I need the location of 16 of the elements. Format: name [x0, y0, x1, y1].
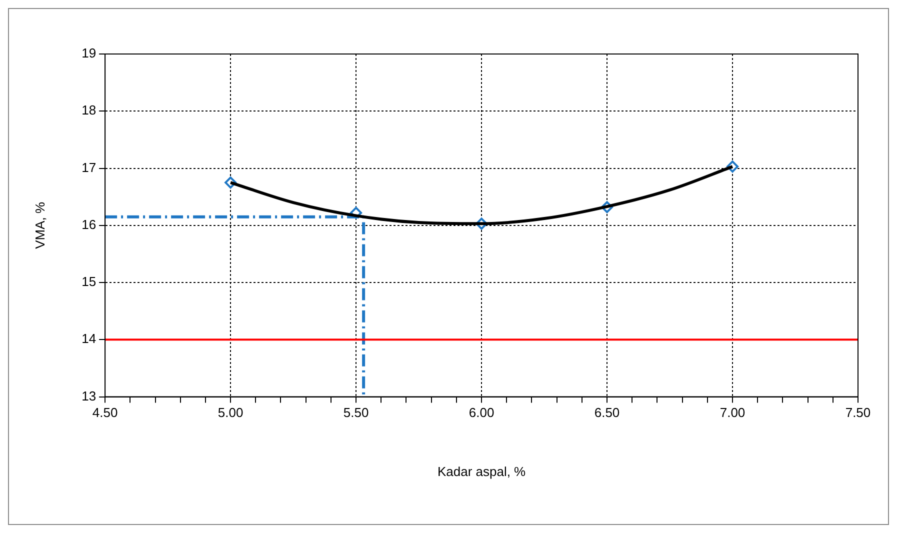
y-tick-label: 19	[82, 46, 96, 61]
x-axis-title: Kadar aspal, %	[437, 464, 526, 479]
x-tick-label: 4.50	[92, 405, 118, 420]
x-tick-label: 7.50	[845, 405, 871, 420]
y-tick-label: 18	[82, 102, 96, 118]
x-tick-label: 5.50	[343, 405, 369, 420]
x-tick-label: 7.00	[720, 405, 746, 420]
y-tick-label: 14	[82, 331, 96, 346]
x-tick-label: 5.00	[218, 405, 244, 420]
y-tick-label: 17	[82, 160, 96, 175]
x-tick-label: 6.00	[468, 405, 494, 420]
y-tick-label: 15	[82, 274, 96, 290]
x-tick-label: 6.50	[594, 405, 620, 420]
y-axis-title: VMA, %	[32, 201, 48, 249]
y-tick-label: 13	[82, 388, 96, 404]
y-tick-label: 16	[82, 216, 96, 232]
